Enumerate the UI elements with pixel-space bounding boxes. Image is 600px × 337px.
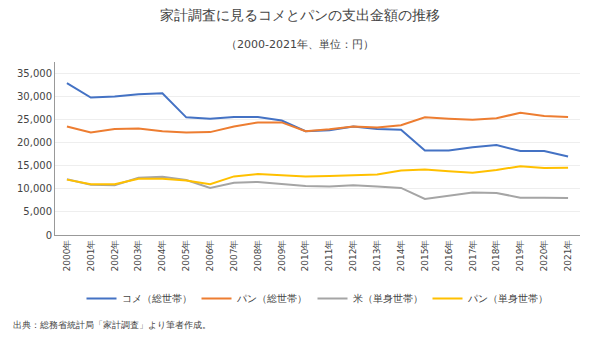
svg-text:2017年: 2017年 (468, 240, 478, 272)
svg-text:家計調査に見るコメとパンの支出金額の推移: 家計調査に見るコメとパンの支出金額の推移 (160, 7, 440, 23)
svg-text:2001年: 2001年 (86, 240, 96, 272)
svg-text:2015年: 2015年 (420, 240, 430, 272)
svg-text:コメ（総世帯）: コメ（総世帯） (122, 293, 192, 304)
svg-text:30,000: 30,000 (17, 91, 52, 102)
svg-text:2021年: 2021年 (563, 240, 573, 272)
svg-text:2010年: 2010年 (300, 240, 310, 272)
svg-text:2003年: 2003年 (133, 240, 143, 272)
svg-text:2008年: 2008年 (253, 240, 263, 272)
svg-text:2014年: 2014年 (396, 240, 406, 272)
svg-text:0: 0 (46, 230, 52, 241)
svg-text:10,000: 10,000 (17, 183, 52, 194)
svg-text:35,000: 35,000 (17, 68, 52, 79)
svg-text:2005年: 2005年 (181, 240, 191, 272)
svg-text:2020年: 2020年 (539, 240, 549, 272)
svg-text:2009年: 2009年 (277, 240, 287, 272)
svg-text:2002年: 2002年 (110, 240, 120, 272)
svg-text:2018年: 2018年 (491, 240, 501, 272)
svg-text:パン（単身世帯）: パン（単身世帯） (467, 293, 548, 304)
svg-text:パン（総世帯）: パン（総世帯） (236, 293, 307, 304)
svg-text:2004年: 2004年 (157, 240, 167, 272)
svg-text:（2000-2021年、単位：円）: （2000-2021年、単位：円） (226, 38, 374, 51)
svg-text:5,000: 5,000 (23, 206, 52, 217)
svg-text:2007年: 2007年 (229, 240, 239, 272)
svg-text:出典：総務省統計局「家計調査」より筆者作成。: 出典：総務省統計局「家計調査」より筆者作成。 (13, 320, 211, 330)
svg-text:25,000: 25,000 (17, 114, 52, 125)
svg-text:2019年: 2019年 (515, 240, 525, 272)
svg-text:2011年: 2011年 (324, 240, 334, 272)
svg-text:2012年: 2012年 (348, 240, 358, 272)
svg-text:米（単身世帯）: 米（単身世帯） (353, 293, 423, 304)
svg-text:20,000: 20,000 (17, 137, 52, 148)
svg-text:2013年: 2013年 (372, 240, 382, 272)
svg-text:2006年: 2006年 (205, 240, 215, 272)
svg-text:2000年: 2000年 (62, 240, 72, 272)
svg-text:2016年: 2016年 (444, 240, 454, 272)
svg-text:15,000: 15,000 (17, 160, 52, 171)
